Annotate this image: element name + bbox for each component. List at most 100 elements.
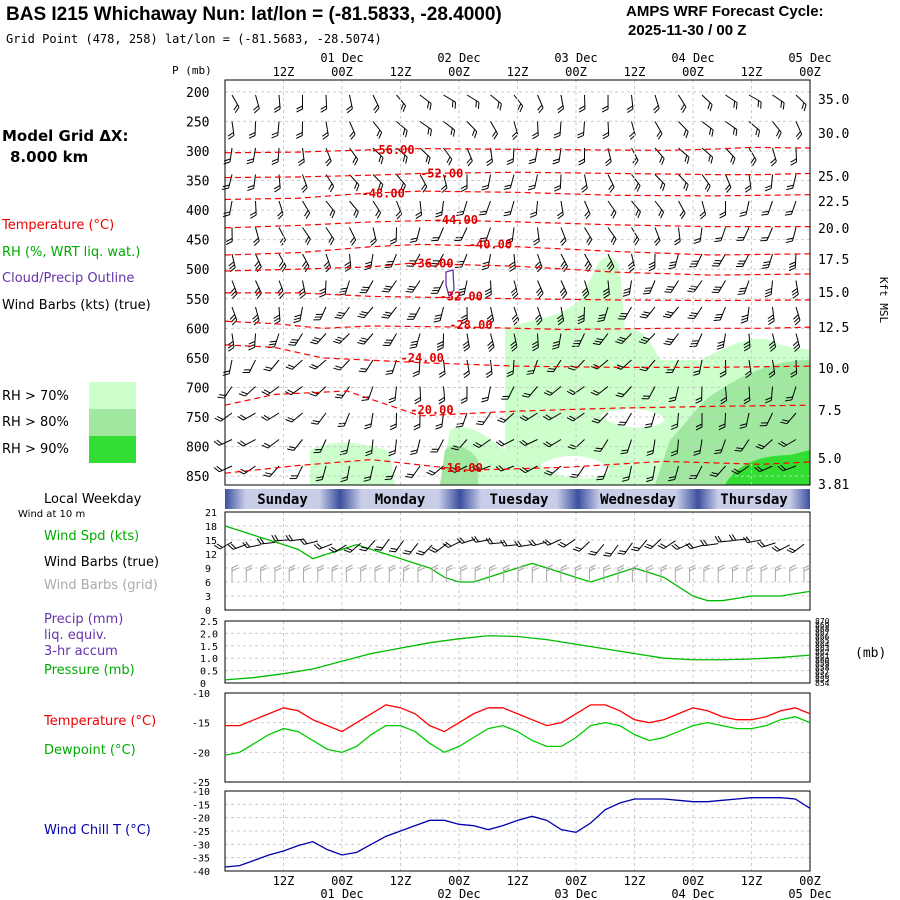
bottom-time-tick-0: 12Z [273,874,295,888]
wind-barb-305 [337,412,350,428]
wind-barb-369 [668,465,679,482]
wind-barb-7 [396,94,407,113]
wind-barb-284 [438,386,446,405]
wind-barb-143 [654,227,661,246]
wind-barb-83 [419,174,428,193]
surface-barb-true-39 [771,544,790,552]
chill-tick--40: -40 [192,867,210,878]
wind-barb-31 [372,121,383,139]
surface-barb-grid-36 [746,564,754,582]
wind-barb-30 [349,121,356,140]
wind-barb-8 [419,94,432,111]
wind-barb-80 [349,174,360,192]
rh90-label: RH > 90% [2,442,69,457]
wind-barb-119 [678,200,686,220]
wind-barb-209 [433,306,444,323]
chill-tick--20: -20 [192,814,210,825]
wind-barb-106 [372,200,382,219]
wind-barb-343 [646,439,656,456]
chill-tick--10: -10 [192,787,210,798]
wind-barb-78 [301,174,308,193]
wind-barb-232 [382,333,397,347]
wind-barb-205 [334,306,350,319]
pressure-right-tick-860: 860 [815,656,830,665]
wind-barb-147 [736,227,750,241]
wind-barb-247 [743,333,751,352]
wind-barb-262 [506,359,515,378]
bottom-date-2: 03 Dec [554,887,597,900]
wind-barb-317 [617,412,632,426]
wind-barb-148 [760,227,773,242]
wind-barb-79 [325,174,335,193]
wind-barb-43 [654,121,663,140]
wind-barb-40 [577,121,585,139]
temperature-contour-label-7: -28.00 [449,318,492,332]
wind-barb-117 [631,200,641,219]
precip-tick-2: 1.0 [200,654,218,665]
wind-barb-368 [645,465,656,483]
bottom-time-tick-9: 00Z [799,874,821,888]
wind-barb-358 [405,465,421,478]
wind-barb-38 [532,121,539,140]
height-tick-1: 30.0 [818,127,849,142]
top-time-tick-8: 12Z [741,65,763,79]
top-time-tick-2: 12Z [390,65,412,79]
wind-barb-70 [701,147,714,164]
wind-barb-125 [225,227,233,246]
temperature-contour-label-10: -16.00 [440,461,483,475]
surface-barb-true-16 [442,540,462,548]
wind-barb-76 [247,174,256,192]
legend-temperature-2: Temperature (°C) [44,714,157,729]
wind-barb-259 [438,359,446,378]
wind-barb-200 [229,306,238,326]
wind-barb-210 [460,306,468,325]
legend-accum: 3-hr accum [44,644,118,659]
wind-barb-213 [534,306,543,326]
wind-barb-114 [557,200,564,220]
wind-barb-0 [231,94,240,113]
wind-barb-112 [503,200,515,217]
wind-barb-225 [227,333,235,352]
surface-barb-grid-38 [774,564,782,582]
pressure-right-tick-856: 856 [815,671,830,680]
surface-barb-true-28 [617,542,633,555]
wind-barb-243 [638,333,656,345]
wind-barb-251 [242,359,256,374]
wind-barb-313 [519,412,538,422]
wind-barb-187 [510,280,519,299]
surface-barb-grid-26 [603,564,611,582]
wind-barb-201 [252,306,260,326]
wind-barb-220 [687,306,703,320]
wind-barb-149 [785,227,797,243]
surface-barb-true-7 [313,543,333,550]
height-axis-label: Kft MSL [877,277,890,324]
top-date-4: 05 Dec [788,51,831,65]
wind-barb-138 [533,227,540,246]
wind-barb-350 [213,465,233,473]
wind-barb-294 [668,386,679,403]
surface-barb-grid-9 [360,564,367,582]
height-tick-6: 15.0 [818,286,849,301]
wind-barb-194 [664,280,679,293]
wind-barb-75 [221,174,233,190]
top-time-tick-5: 00Z [565,65,587,79]
wind-barb-15 [578,94,586,113]
wind-barb-32 [396,121,408,138]
temperature-contour-6 [225,292,811,302]
weekday-label-3: Wednesday [600,492,676,508]
wind-barb-34 [443,121,456,137]
temperature-contour-label-3: -44.00 [435,213,478,227]
rh-hole-1 [600,408,665,428]
surface-barb-true-14 [415,544,433,556]
wind-barb-307 [389,412,397,431]
height-tick-0: 35.0 [818,93,849,108]
wind-barb-319 [670,412,679,430]
wind-barb-219 [662,306,679,319]
wind-barb-41 [602,121,610,140]
wind-barb-357 [384,465,397,481]
wind-barb-51 [246,147,256,165]
height-tick-7: 12.5 [818,321,849,336]
surface-barb-grid-5 [303,564,310,582]
bottom-date-4: 05 Dec [788,887,831,900]
pressure-right-tick-861: 861 [815,652,830,661]
